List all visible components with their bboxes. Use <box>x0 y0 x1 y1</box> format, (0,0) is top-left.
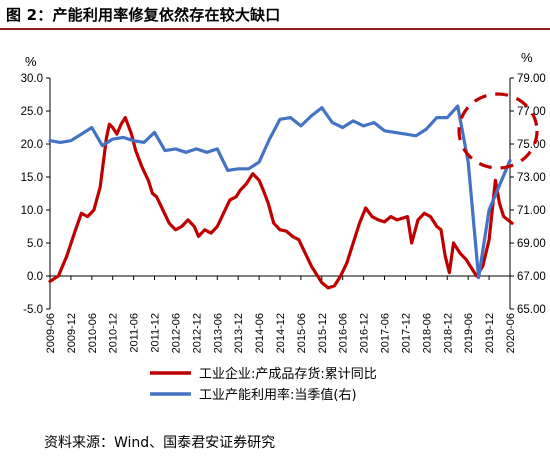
left-tick-label: 15.0 <box>21 172 43 184</box>
dual-axis-line-chart: 30.0 25.0 20.0 15.0 10.0 5.0 0.0 -5.0 79.00 77.00… <box>21 50 546 403</box>
left-tick-label: 25.0 <box>21 106 43 118</box>
x-tick-label: 2015-06 <box>296 313 308 353</box>
inventory-growth-line <box>48 115 514 290</box>
chart-axes: 30.0 25.0 20.0 15.0 10.0 5.0 0.0 -5.0 79.00 77.00… <box>21 50 546 353</box>
right-tick-label: 71.00 <box>517 205 546 217</box>
right-unit-label: % <box>521 50 533 65</box>
left-tick-label: 0.0 <box>27 271 43 283</box>
x-tick-label: 2009-12 <box>66 313 78 353</box>
legend-label: 工业产能利用率:当季值(右) <box>199 387 357 403</box>
x-tick-label: 2013-12 <box>233 313 245 353</box>
x-tick-label: 2009-06 <box>45 313 57 353</box>
right-tick-label: 77.00 <box>517 106 546 118</box>
x-tick-label: 2016-06 <box>338 313 350 353</box>
left-tick-label: 5.0 <box>27 238 43 250</box>
right-tick-label: 73.00 <box>517 172 546 184</box>
left-tick-label: 10.0 <box>21 205 43 217</box>
left-unit-label: % <box>25 54 37 69</box>
x-tick-label: 2012-12 <box>191 313 203 353</box>
x-tick-label: 2014-06 <box>254 313 266 353</box>
legend-label: 工业企业:产成品存货:累计同比 <box>199 366 377 382</box>
x-tick-label: 2020-06 <box>505 313 517 353</box>
x-tick-label: 2017-06 <box>380 313 392 353</box>
right-tick-label: 79.00 <box>517 73 546 85</box>
right-tick-label: 75.00 <box>517 139 546 151</box>
figure-title: 图 2：产能利用率修复依然存在较大缺口 <box>6 6 281 24</box>
x-tick-label: 2019-06 <box>463 313 475 353</box>
left-tick-label: 30.0 <box>21 73 43 85</box>
chart-series <box>48 92 539 290</box>
capacity-utilization-line <box>48 104 512 280</box>
right-tick-label: 65.00 <box>517 304 546 316</box>
x-tick-label: 2019-12 <box>484 313 496 353</box>
highlight-circle <box>457 92 539 170</box>
x-tick-label: 2013-06 <box>212 313 224 353</box>
source-note: 资料来源：Wind、国泰君安证券研究 <box>44 435 276 451</box>
left-tick-label: -5.0 <box>23 304 43 316</box>
title-divider <box>0 28 550 30</box>
x-tick-label: 2015-12 <box>317 313 329 353</box>
x-tick-label: 2012-06 <box>170 313 182 353</box>
left-tick-label: 20.0 <box>21 139 43 151</box>
x-tick-label: 2011-06 <box>129 313 141 353</box>
right-tick-label: 67.00 <box>517 271 546 283</box>
x-tick-label: 2010-12 <box>108 313 120 353</box>
x-tick-label: 2016-12 <box>359 313 371 353</box>
x-tick-label: 2017-12 <box>400 313 412 353</box>
x-tick-label: 2010-06 <box>87 313 99 353</box>
x-tick-label: 2011-12 <box>150 313 162 353</box>
x-tick-label: 2018-06 <box>421 313 433 353</box>
right-tick-label: 69.00 <box>517 238 546 250</box>
x-tick-label: 2018-12 <box>442 313 454 353</box>
x-tick-label: 2014-12 <box>275 313 287 353</box>
